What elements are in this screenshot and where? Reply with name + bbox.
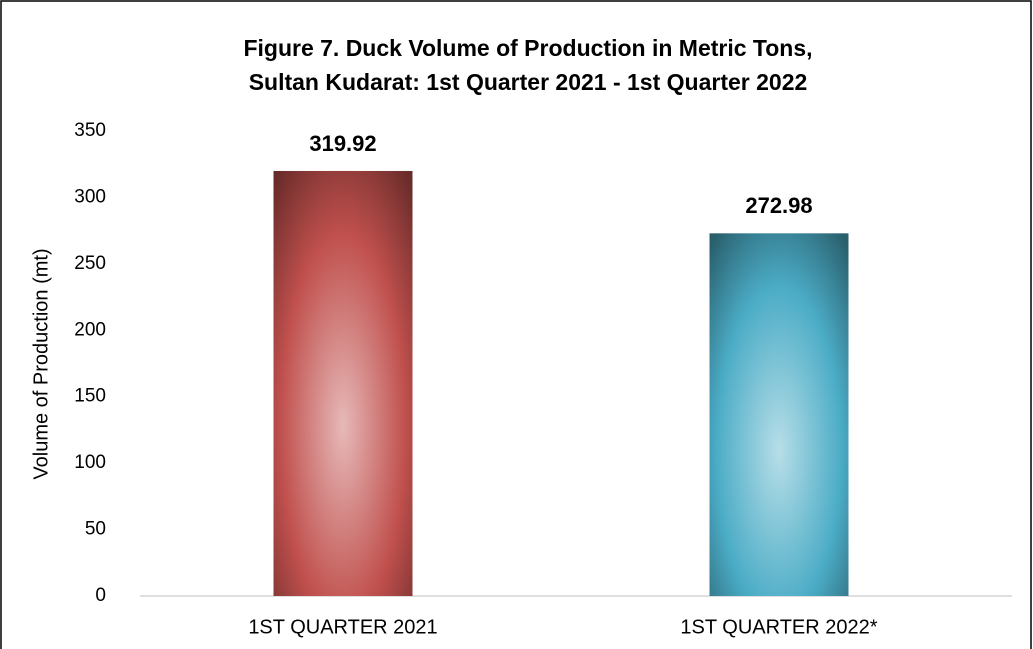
- y-tick-label: 350: [74, 120, 106, 141]
- y-tick-label: 0: [95, 585, 106, 606]
- y-tick-label: 150: [74, 386, 106, 407]
- bar: [273, 170, 413, 596]
- data-label: 272.98: [745, 193, 812, 218]
- x-tick-label: 1ST QUARTER 2021: [248, 616, 437, 638]
- bar: [709, 233, 849, 596]
- data-label: 319.92: [309, 131, 376, 156]
- y-tick-label: 300: [74, 186, 106, 207]
- chart-title: Sultan Kudarat: 1st Quarter 2021 - 1st Q…: [249, 69, 808, 95]
- y-tick-label: 100: [74, 452, 106, 473]
- y-axis-label: Volume of Production (mt): [30, 248, 52, 479]
- chart-title: Figure 7. Duck Volume of Production in M…: [243, 35, 812, 61]
- y-tick-label: 200: [74, 319, 106, 340]
- y-tick-label: 50: [85, 519, 106, 540]
- x-tick-label: 1ST QUARTER 2022*: [680, 616, 877, 638]
- y-tick-label: 250: [74, 253, 106, 274]
